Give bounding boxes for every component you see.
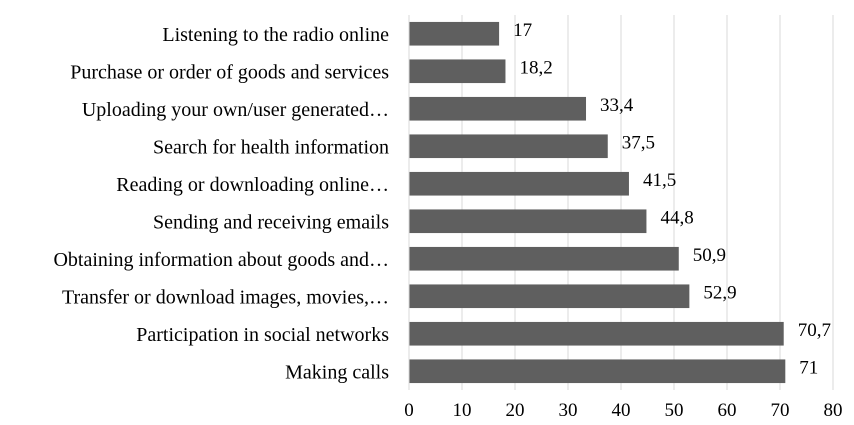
bar xyxy=(409,171,629,196)
x-tick-label: 30 xyxy=(559,400,578,421)
bar xyxy=(409,209,647,234)
category-label: Sending and receiving emails xyxy=(153,211,389,233)
bars xyxy=(409,21,786,384)
bar xyxy=(409,96,587,121)
bar xyxy=(409,359,786,384)
category-label: Listening to the radio online xyxy=(162,24,389,46)
x-tick-label: 60 xyxy=(718,400,737,421)
x-tick-label: 0 xyxy=(404,400,414,421)
bar xyxy=(409,321,784,346)
category-label: Participation in social networks xyxy=(136,324,389,346)
category-label: Transfer or download images, movies,… xyxy=(62,286,389,308)
x-axis-ticks: 0 10 20 30 40 50 60 70 80 xyxy=(404,400,842,421)
x-tick-label: 10 xyxy=(453,400,472,421)
x-tick-label: 20 xyxy=(506,400,525,421)
value-labels: 17 18,2 33,4 37,5 41,5 44,850,9 52,9 70,7 71 xyxy=(513,20,831,379)
value-label: 17 xyxy=(513,20,532,41)
value-label: 52,9 xyxy=(703,282,736,303)
value-label: 71 xyxy=(799,357,818,378)
x-tick-label: 40 xyxy=(612,400,631,421)
category-labels: Listening to the radio online Purchase or… xyxy=(53,24,389,384)
bar xyxy=(409,134,608,159)
value-label: 18,2 xyxy=(519,57,552,78)
category-label: Obtaining information about goods and… xyxy=(53,249,389,271)
value-label: 41,5 xyxy=(643,170,676,191)
x-tick-label: 70 xyxy=(771,400,790,421)
value-label: 50,9 xyxy=(693,245,726,266)
bar xyxy=(409,246,679,271)
value-label: 33,4 xyxy=(600,95,634,116)
category-label: Making calls xyxy=(285,361,389,383)
x-tick-label: 50 xyxy=(665,400,684,421)
bar xyxy=(409,284,690,309)
category-label: Uploading your own/user generated… xyxy=(82,99,389,121)
grid-lines xyxy=(461,15,834,390)
category-label: Purchase or order of goods and services xyxy=(70,61,389,83)
value-label: 70,7 xyxy=(798,320,831,341)
category-label: Search for health information xyxy=(153,136,389,158)
value-label: 37,5 xyxy=(622,132,655,153)
bar xyxy=(409,59,506,84)
bar xyxy=(409,21,500,46)
category-label: Reading or downloading online… xyxy=(116,174,389,196)
x-tick-label: 80 xyxy=(824,400,843,421)
value-label: 44,8 xyxy=(660,207,693,228)
